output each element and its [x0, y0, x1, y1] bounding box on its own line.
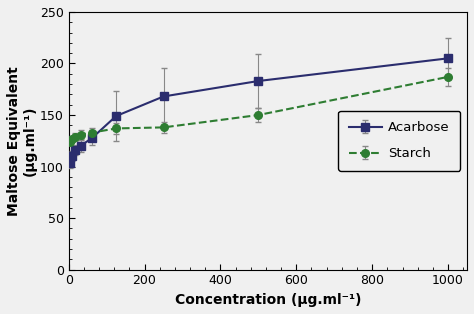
Y-axis label: Maltose Equivalent
(μg.ml⁻¹): Maltose Equivalent (μg.ml⁻¹): [7, 66, 37, 216]
Legend: Acarbose, Starch: Acarbose, Starch: [338, 111, 460, 171]
X-axis label: Concentration (μg.ml⁻¹): Concentration (μg.ml⁻¹): [174, 293, 361, 307]
